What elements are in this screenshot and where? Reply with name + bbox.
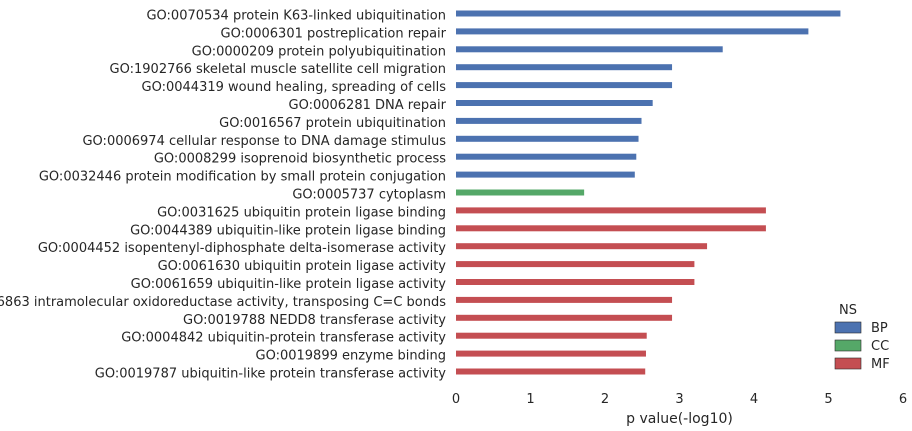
x-axis-ticks: 0 1 2 3 4 5 6 bbox=[452, 392, 907, 407]
bar-16 bbox=[456, 279, 695, 285]
bar-17 bbox=[456, 296, 673, 303]
legend: NS BP CC MF bbox=[834, 303, 890, 372]
bar-4 bbox=[456, 64, 673, 71]
category-label: GO:0019899 enzyme binding bbox=[256, 349, 447, 364]
category-label: GO:0044389 ubiquitin-like protein ligase… bbox=[130, 223, 446, 238]
bar-14 bbox=[456, 243, 708, 250]
category-label: GO:0019788 NEDD8 transferase activity bbox=[183, 313, 446, 328]
bars-layer bbox=[456, 10, 841, 375]
legend-label-bp: BP bbox=[871, 321, 888, 336]
bar-3 bbox=[456, 46, 723, 53]
category-labels: GO:0070534 protein K63-linked ubiquitina… bbox=[0, 9, 447, 382]
bar-2 bbox=[456, 28, 809, 35]
x-tick-label: 6 bbox=[899, 392, 907, 407]
bar-7 bbox=[456, 117, 642, 124]
legend-label-mf: MF bbox=[871, 357, 890, 372]
category-label: GO:0019787 ubiquitin-like protein transf… bbox=[95, 367, 447, 382]
category-label: GO:0061630 ubiquitin protein ligase acti… bbox=[158, 259, 447, 274]
x-tick-label: 1 bbox=[526, 392, 534, 407]
bar-13 bbox=[456, 225, 766, 232]
category-label: GO:0031625 ubiquitin protein ligase bind… bbox=[157, 205, 446, 220]
category-label: GO:1902766 skeletal muscle satellite cel… bbox=[110, 62, 446, 77]
category-label: GO:0032446 protein modification by small… bbox=[39, 170, 446, 185]
category-label: GO:0008299 isoprenoid biosynthetic proce… bbox=[154, 152, 446, 167]
bar-12 bbox=[456, 207, 766, 214]
category-label: GO:0004842 ubiquitin-protein transferase… bbox=[121, 331, 446, 346]
x-tick-label: 5 bbox=[824, 392, 832, 407]
x-tick-label: 2 bbox=[601, 392, 609, 407]
category-label: GO:0070534 protein K63-linked ubiquitina… bbox=[146, 9, 446, 24]
category-label: GO:0061659 ubiquitin-like protein ligase… bbox=[131, 277, 447, 292]
legend-swatch-cc bbox=[834, 339, 862, 352]
bar-6 bbox=[456, 100, 653, 106]
category-label: GO:0016863 intramolecular oxidoreductase… bbox=[0, 295, 446, 310]
category-label: GO:0006974 cellular response to DNA dama… bbox=[82, 134, 446, 149]
bar-8 bbox=[456, 135, 639, 142]
bar-1 bbox=[456, 10, 841, 17]
category-label: GO:0044319 wound healing, spreading of c… bbox=[142, 80, 447, 95]
category-label: GO:0000209 protein polyubiquitination bbox=[192, 44, 446, 59]
bar-9 bbox=[456, 153, 637, 160]
bar-18 bbox=[456, 314, 673, 321]
category-label: GO:0004452 isopentenyl-diphosphate delta… bbox=[38, 241, 446, 256]
bar-11 bbox=[456, 189, 585, 196]
category-label: GO:0006281 DNA repair bbox=[289, 98, 447, 113]
category-label: GO:0005737 cytoplasm bbox=[292, 188, 446, 203]
bar-19 bbox=[456, 332, 647, 339]
bar-15 bbox=[456, 261, 695, 268]
x-tick-label: 4 bbox=[750, 392, 758, 407]
category-label: GO:0006301 postreplication repair bbox=[221, 26, 447, 41]
legend-label-cc: CC bbox=[871, 339, 889, 354]
bar-10 bbox=[456, 171, 635, 178]
bar-21 bbox=[456, 368, 646, 375]
legend-swatch-bp bbox=[834, 321, 862, 334]
bar-5 bbox=[456, 82, 673, 89]
bar-20 bbox=[456, 350, 646, 357]
x-axis-title: p value(-log10) bbox=[626, 411, 733, 427]
category-label: GO:0016567 protein ubiquitination bbox=[219, 116, 446, 131]
legend-swatch-mf bbox=[834, 357, 862, 370]
x-tick-label: 3 bbox=[675, 392, 683, 407]
x-tick-label: 0 bbox=[452, 392, 460, 407]
legend-title: NS bbox=[839, 303, 857, 318]
